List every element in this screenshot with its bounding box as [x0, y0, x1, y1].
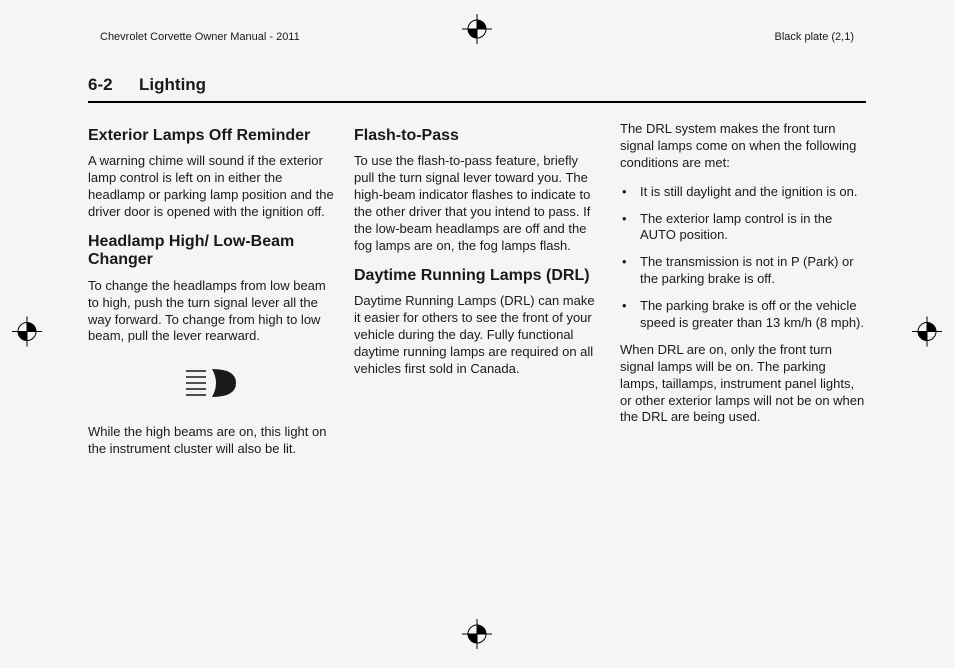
drl-conditions-list: It is still daylight and the ignition is… [620, 184, 866, 332]
heading-drl: Daytime Running Lamps (DRL) [354, 267, 600, 285]
column-1: Exterior Lamps Off Reminder A warning ch… [88, 121, 334, 470]
para-drl-behaviour: When DRL are on, only the front turn sig… [620, 342, 866, 426]
list-item: The exterior lamp control is in the AUTO… [620, 211, 866, 245]
registration-mark-right [912, 317, 942, 352]
column-2: Flash-to-Pass To use the flash-to-pass f… [354, 121, 600, 470]
manual-title: Chevrolet Corvette Owner Manual - 2011 [100, 31, 300, 43]
list-item: It is still daylight and the ignition is… [620, 184, 866, 201]
para-flash-to-pass: To use the flash-to-pass feature, briefl… [354, 153, 600, 254]
registration-mark-bottom [462, 619, 492, 654]
para-high-beam-indicator: While the high beams are on, this light … [88, 424, 334, 458]
para-headlamp-changer: To change the headlamps from low beam to… [88, 278, 334, 346]
plate-info: Black plate (2,1) [775, 31, 854, 43]
section-header: 6-2 Lighting [0, 75, 954, 95]
registration-mark-left [12, 317, 42, 352]
section-number: 6-2 [88, 75, 113, 95]
para-drl-intro: Daytime Running Lamps (DRL) can make it … [354, 293, 600, 377]
list-item: The parking brake is off or the vehicle … [620, 298, 866, 332]
content-columns: Exterior Lamps Off Reminder A warning ch… [0, 103, 954, 470]
para-drl-conditions-intro: The DRL system makes the front turn sign… [620, 121, 866, 172]
list-item: The transmission is not in P (Park) or t… [620, 254, 866, 288]
heading-exterior-lamps-off: Exterior Lamps Off Reminder [88, 127, 334, 145]
heading-headlamp-changer: Headlamp High/ Low-Beam Changer [88, 233, 334, 270]
heading-flash-to-pass: Flash-to-Pass [354, 127, 600, 145]
para-exterior-lamps: A warning chime will sound if the exteri… [88, 153, 334, 221]
column-3: The DRL system makes the front turn sign… [620, 121, 866, 470]
section-title: Lighting [139, 75, 206, 95]
registration-mark-top [462, 14, 492, 49]
high-beam-indicator-icon [88, 365, 334, 406]
